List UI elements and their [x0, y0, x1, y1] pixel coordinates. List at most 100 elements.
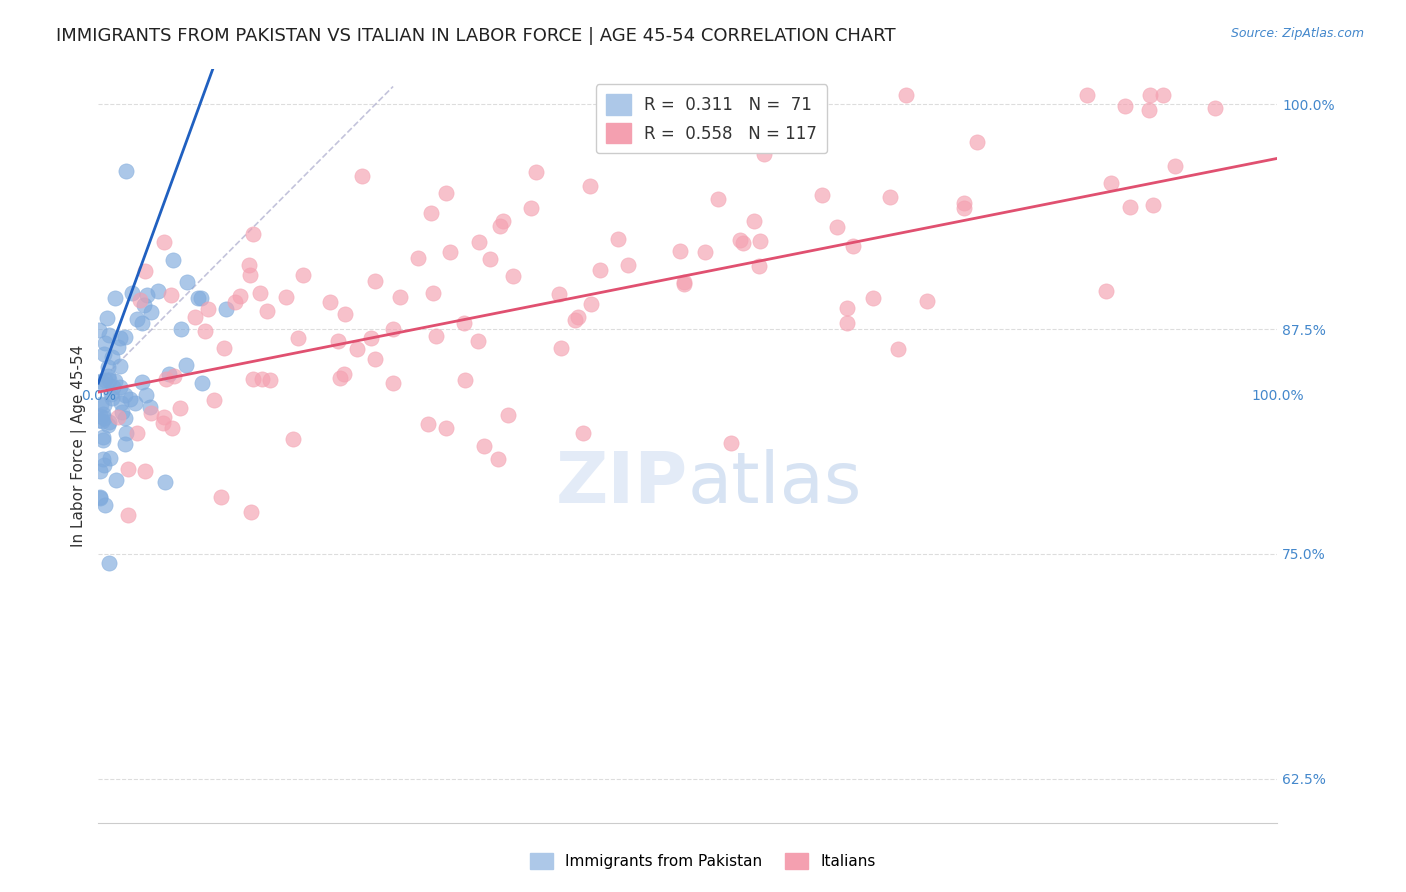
Point: [240, 505, 263, 519]
Point: [136, 288, 159, 302]
Point: [333, 307, 356, 321]
Point: [1164, 160, 1187, 174]
Point: [176, 275, 198, 289]
Point: [524, 164, 547, 178]
Point: [419, 206, 441, 220]
Point: [127, 312, 149, 326]
Point: [416, 417, 439, 431]
Point: [90, 396, 112, 410]
Point: [842, 239, 865, 253]
Point: [194, 324, 217, 338]
Point: [381, 322, 404, 336]
Point: [707, 193, 730, 207]
Point: [155, 372, 177, 386]
Point: [105, 473, 128, 487]
Point: [98, 556, 121, 570]
Point: [139, 305, 162, 319]
Point: [744, 214, 766, 228]
Text: 0.0%: 0.0%: [82, 390, 115, 403]
Point: [104, 374, 127, 388]
Point: [91, 414, 114, 428]
Point: [1114, 99, 1136, 113]
Point: [439, 245, 461, 260]
Point: [1099, 176, 1122, 190]
Point: [97, 368, 120, 383]
Point: [93, 433, 115, 447]
Point: [94, 335, 117, 350]
Point: [673, 275, 696, 289]
Point: [197, 301, 219, 316]
Point: [187, 291, 209, 305]
Point: [100, 387, 122, 401]
Point: [115, 164, 138, 178]
Point: [87, 323, 110, 337]
Point: [953, 202, 976, 216]
Point: [108, 380, 131, 394]
Point: [550, 341, 572, 355]
Point: [693, 244, 716, 259]
Point: [434, 420, 457, 434]
Point: [548, 287, 571, 301]
Point: [96, 310, 118, 325]
Point: [287, 331, 309, 345]
Point: [124, 396, 146, 410]
Point: [496, 408, 519, 422]
Point: [274, 290, 297, 304]
Point: [332, 368, 354, 382]
Point: [1142, 198, 1164, 212]
Point: [174, 359, 197, 373]
Point: [121, 285, 143, 300]
Point: [1204, 101, 1226, 115]
Point: [966, 135, 988, 149]
Point: [346, 342, 368, 356]
Point: [453, 316, 475, 330]
Point: [115, 426, 138, 441]
Point: [169, 401, 191, 415]
Point: [1095, 284, 1118, 298]
Point: [134, 264, 156, 278]
Point: [157, 368, 180, 382]
Legend: R =  0.311   N =  71, R =  0.558   N = 117: R = 0.311 N = 71, R = 0.558 N = 117: [596, 85, 827, 153]
Point: [360, 331, 382, 345]
Point: [89, 413, 111, 427]
Point: [953, 196, 976, 211]
Point: [259, 373, 281, 387]
Point: [114, 329, 136, 343]
Point: [89, 409, 111, 424]
Point: [242, 371, 264, 385]
Point: [108, 359, 131, 374]
Point: [97, 417, 120, 432]
Point: [104, 291, 127, 305]
Point: [472, 439, 495, 453]
Point: [110, 396, 132, 410]
Point: [422, 285, 444, 300]
Point: [110, 331, 132, 345]
Point: [134, 463, 156, 477]
Point: [752, 147, 775, 161]
Point: [502, 268, 524, 283]
Point: [101, 380, 124, 394]
Point: [748, 234, 770, 248]
Point: [572, 426, 595, 441]
Point: [153, 475, 176, 489]
Point: [835, 316, 858, 330]
Point: [364, 351, 387, 366]
Point: [731, 236, 754, 251]
Point: [139, 406, 162, 420]
Point: [184, 310, 207, 325]
Point: [117, 508, 139, 522]
Point: [89, 491, 111, 505]
Point: [669, 244, 692, 258]
Point: [91, 430, 114, 444]
Point: [242, 227, 264, 241]
Point: [170, 321, 193, 335]
Point: [238, 258, 260, 272]
Point: [607, 232, 630, 246]
Point: [135, 388, 157, 402]
Point: [152, 409, 174, 424]
Point: [90, 375, 112, 389]
Point: [163, 369, 186, 384]
Point: [249, 286, 271, 301]
Point: [1152, 88, 1174, 103]
Point: [107, 340, 129, 354]
